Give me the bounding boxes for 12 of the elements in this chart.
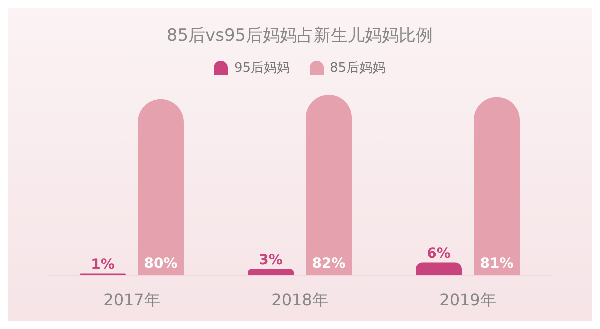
x-tick-label: 2018年 xyxy=(272,290,328,310)
data-label: 6% xyxy=(427,246,451,262)
x-tick-label: 2019年 xyxy=(440,290,496,310)
data-label: 82% xyxy=(312,256,346,272)
data-label: 81% xyxy=(480,256,514,272)
data-label: 1% xyxy=(91,256,115,273)
legend-label: 95后妈妈 xyxy=(233,60,290,77)
legend-label: 85后妈妈 xyxy=(329,60,386,77)
x-tick-label: 2017年 xyxy=(104,290,160,310)
data-label: 3% xyxy=(259,252,283,268)
data-label: 80% xyxy=(144,256,178,272)
chart-title: 85后vs95后妈妈占新生儿妈妈比例 xyxy=(166,25,434,48)
